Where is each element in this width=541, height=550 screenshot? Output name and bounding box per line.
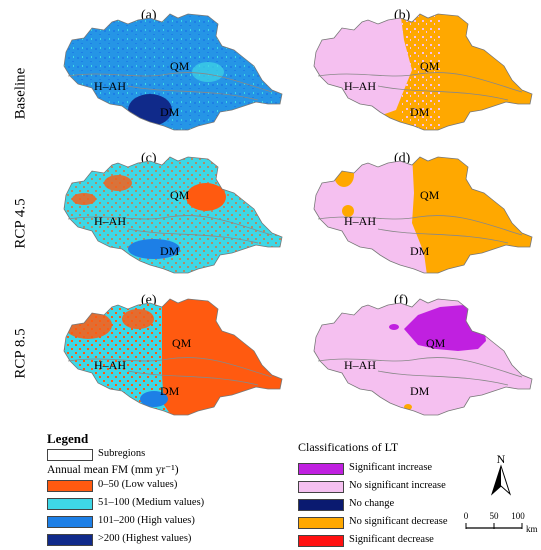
legend-title: Legend	[47, 431, 89, 446]
svg-text:N: N	[497, 452, 506, 466]
lt-legend-label-2: No change	[349, 498, 395, 509]
svg-text:km: km	[526, 524, 538, 534]
region-label-dm: DM	[410, 244, 430, 258]
svg-text:100: 100	[511, 511, 525, 521]
legend-subregions-swatch	[47, 449, 93, 461]
region-label-dm: DM	[160, 244, 180, 258]
legend-fm-swatch-1	[47, 498, 93, 510]
legend-fm-label-0: 0–50 (Low values)	[98, 479, 178, 490]
region-label-hah: H–AH	[94, 358, 126, 372]
lt-legend-label-0: Significant increase	[349, 462, 433, 473]
map-panel-d: QM H–AH DM	[313, 156, 533, 274]
region-label-dm: DM	[410, 105, 430, 119]
region-label-qm: QM	[170, 59, 190, 73]
lt-sig-increase-area	[404, 305, 486, 351]
region-label-qm: QM	[170, 188, 190, 202]
legend-fm-label-2: 101–200 (High values)	[98, 515, 195, 526]
region-label-qm: QM	[172, 336, 192, 350]
fm-low-area	[162, 299, 282, 415]
region-label-qm: QM	[426, 336, 446, 350]
lt-no-sig-increase-area	[314, 14, 412, 120]
legend-fm-swatch-0	[47, 480, 93, 492]
region-label-hah: H–AH	[344, 214, 376, 228]
lt-legend-title: Classifications of LT	[298, 440, 399, 454]
row-label-rcp85: RCP 8.5	[12, 328, 29, 379]
legend-fm-label-3: >200 (Highest values)	[98, 533, 192, 544]
region-label-hah: H–AH	[344, 79, 376, 93]
svg-text:50: 50	[490, 511, 500, 521]
region-label-hah: H–AH	[344, 358, 376, 372]
lt-legend-label-4: Significant decrease	[349, 534, 434, 545]
fm-low-area	[186, 183, 226, 211]
row-label-baseline: Baseline	[12, 67, 29, 120]
region-label-dm: DM	[160, 384, 180, 398]
lt-no-sig-decrease-area	[412, 157, 532, 273]
region-label-dm: DM	[410, 384, 430, 398]
region-label-hah: H–AH	[94, 79, 126, 93]
row-label-rcp45: RCP 4.5	[12, 198, 29, 249]
lt-legend-label-3: No significant decrease	[349, 516, 448, 527]
lt-legend-swatch-0	[298, 463, 344, 475]
map-panel-b: QM H–AH DM	[313, 13, 533, 131]
legend-fm-swatch-3	[47, 534, 93, 546]
lt-legend-swatch-2	[298, 499, 344, 511]
legend-fm-swatch-2	[47, 516, 93, 528]
lt-legend-label-1: No significant increase	[349, 480, 446, 491]
region-label-qm: QM	[420, 188, 440, 202]
lt-legend-swatch-4	[298, 535, 344, 547]
lt-legend-swatch-1	[298, 481, 344, 493]
svg-text:0: 0	[464, 511, 469, 521]
map-panel-f: QM H–AH DM	[313, 298, 533, 416]
fm-high-area	[128, 239, 180, 259]
map-panel-a: QM H–AH DM	[63, 13, 283, 131]
lt-legend-swatch-3	[298, 517, 344, 529]
legend-fm-title: Annual mean FM (mm yr⁻¹)	[47, 464, 179, 476]
map-panel-c: QM H–AH DM	[63, 156, 283, 274]
region-label-hah: H–AH	[94, 214, 126, 228]
scale-bar: 0 50 100 km	[464, 511, 538, 534]
legend-subregions-label: Subregions	[98, 448, 146, 459]
map-panel-e: QM H–AH DM	[63, 298, 283, 416]
region-label-dm: DM	[160, 105, 180, 119]
legend-fm-label-1: 51–100 (Medium values)	[98, 497, 205, 508]
north-arrow-icon: N	[490, 452, 512, 496]
region-label-qm: QM	[420, 59, 440, 73]
